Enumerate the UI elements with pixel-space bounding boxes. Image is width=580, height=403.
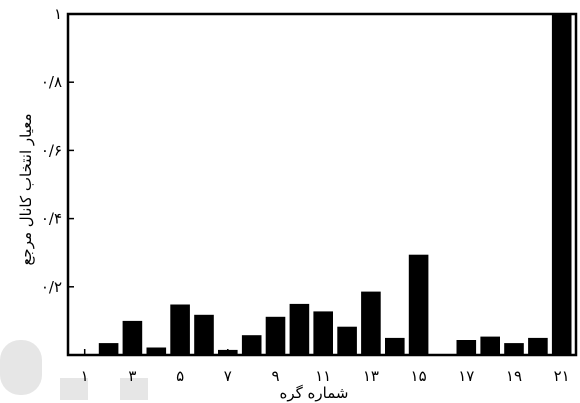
x-tick-label: ۱۷ bbox=[458, 367, 474, 385]
plot-frame bbox=[66, 12, 578, 357]
x-tick-label: ۵ bbox=[176, 367, 184, 385]
bar-node-4 bbox=[146, 347, 167, 355]
y-axis-ticks: ۰/۲ ۰/۴ ۰/۶ ۰/۸ ۱ bbox=[41, 5, 74, 296]
bar-node-21 bbox=[551, 14, 572, 355]
x-tick-label: ۷ bbox=[224, 367, 232, 385]
bar-node-6 bbox=[194, 314, 214, 355]
bar-node-15 bbox=[408, 254, 429, 355]
bar-node-17 bbox=[456, 340, 477, 355]
y-tick-label: ۰/۲ bbox=[41, 278, 62, 296]
y-tick-label: ۰/۶ bbox=[41, 141, 62, 159]
y-tick-label: ۰/۴ bbox=[41, 210, 62, 228]
watermark bbox=[0, 340, 148, 400]
x-axis-title: شماره گره bbox=[280, 384, 349, 402]
bar-node-8 bbox=[241, 335, 262, 355]
x-tick-label: ۱۵ bbox=[411, 367, 427, 385]
y-axis-title: معیار انتخاب کانال مرجع bbox=[17, 113, 35, 265]
bar-node-3 bbox=[122, 320, 143, 355]
x-tick-label: ۲۱ bbox=[554, 367, 570, 385]
bar-node-12 bbox=[337, 326, 357, 355]
y-tick-label: ۱ bbox=[54, 5, 62, 23]
x-tick-label: ۹ bbox=[271, 367, 279, 385]
x-tick-label: ۱ bbox=[81, 367, 89, 385]
x-tick-label: ۱۱ bbox=[315, 367, 331, 385]
x-tick-label: ۱۳ bbox=[363, 367, 379, 385]
bar-node-2 bbox=[98, 343, 119, 355]
bar-node-10 bbox=[289, 303, 310, 355]
bars bbox=[98, 14, 572, 355]
y-tick-label: ۰/۸ bbox=[41, 73, 62, 91]
bar-node-5 bbox=[170, 304, 190, 355]
bar-node-20 bbox=[528, 337, 548, 355]
x-tick-label: ۱۹ bbox=[506, 367, 522, 385]
bar-node-14 bbox=[385, 337, 405, 355]
bar-node-11 bbox=[313, 311, 333, 355]
bar-node-18 bbox=[480, 336, 500, 355]
bar-node-13 bbox=[361, 291, 381, 355]
bar-node-9 bbox=[265, 316, 286, 355]
x-tick-label: ۳ bbox=[128, 367, 136, 385]
